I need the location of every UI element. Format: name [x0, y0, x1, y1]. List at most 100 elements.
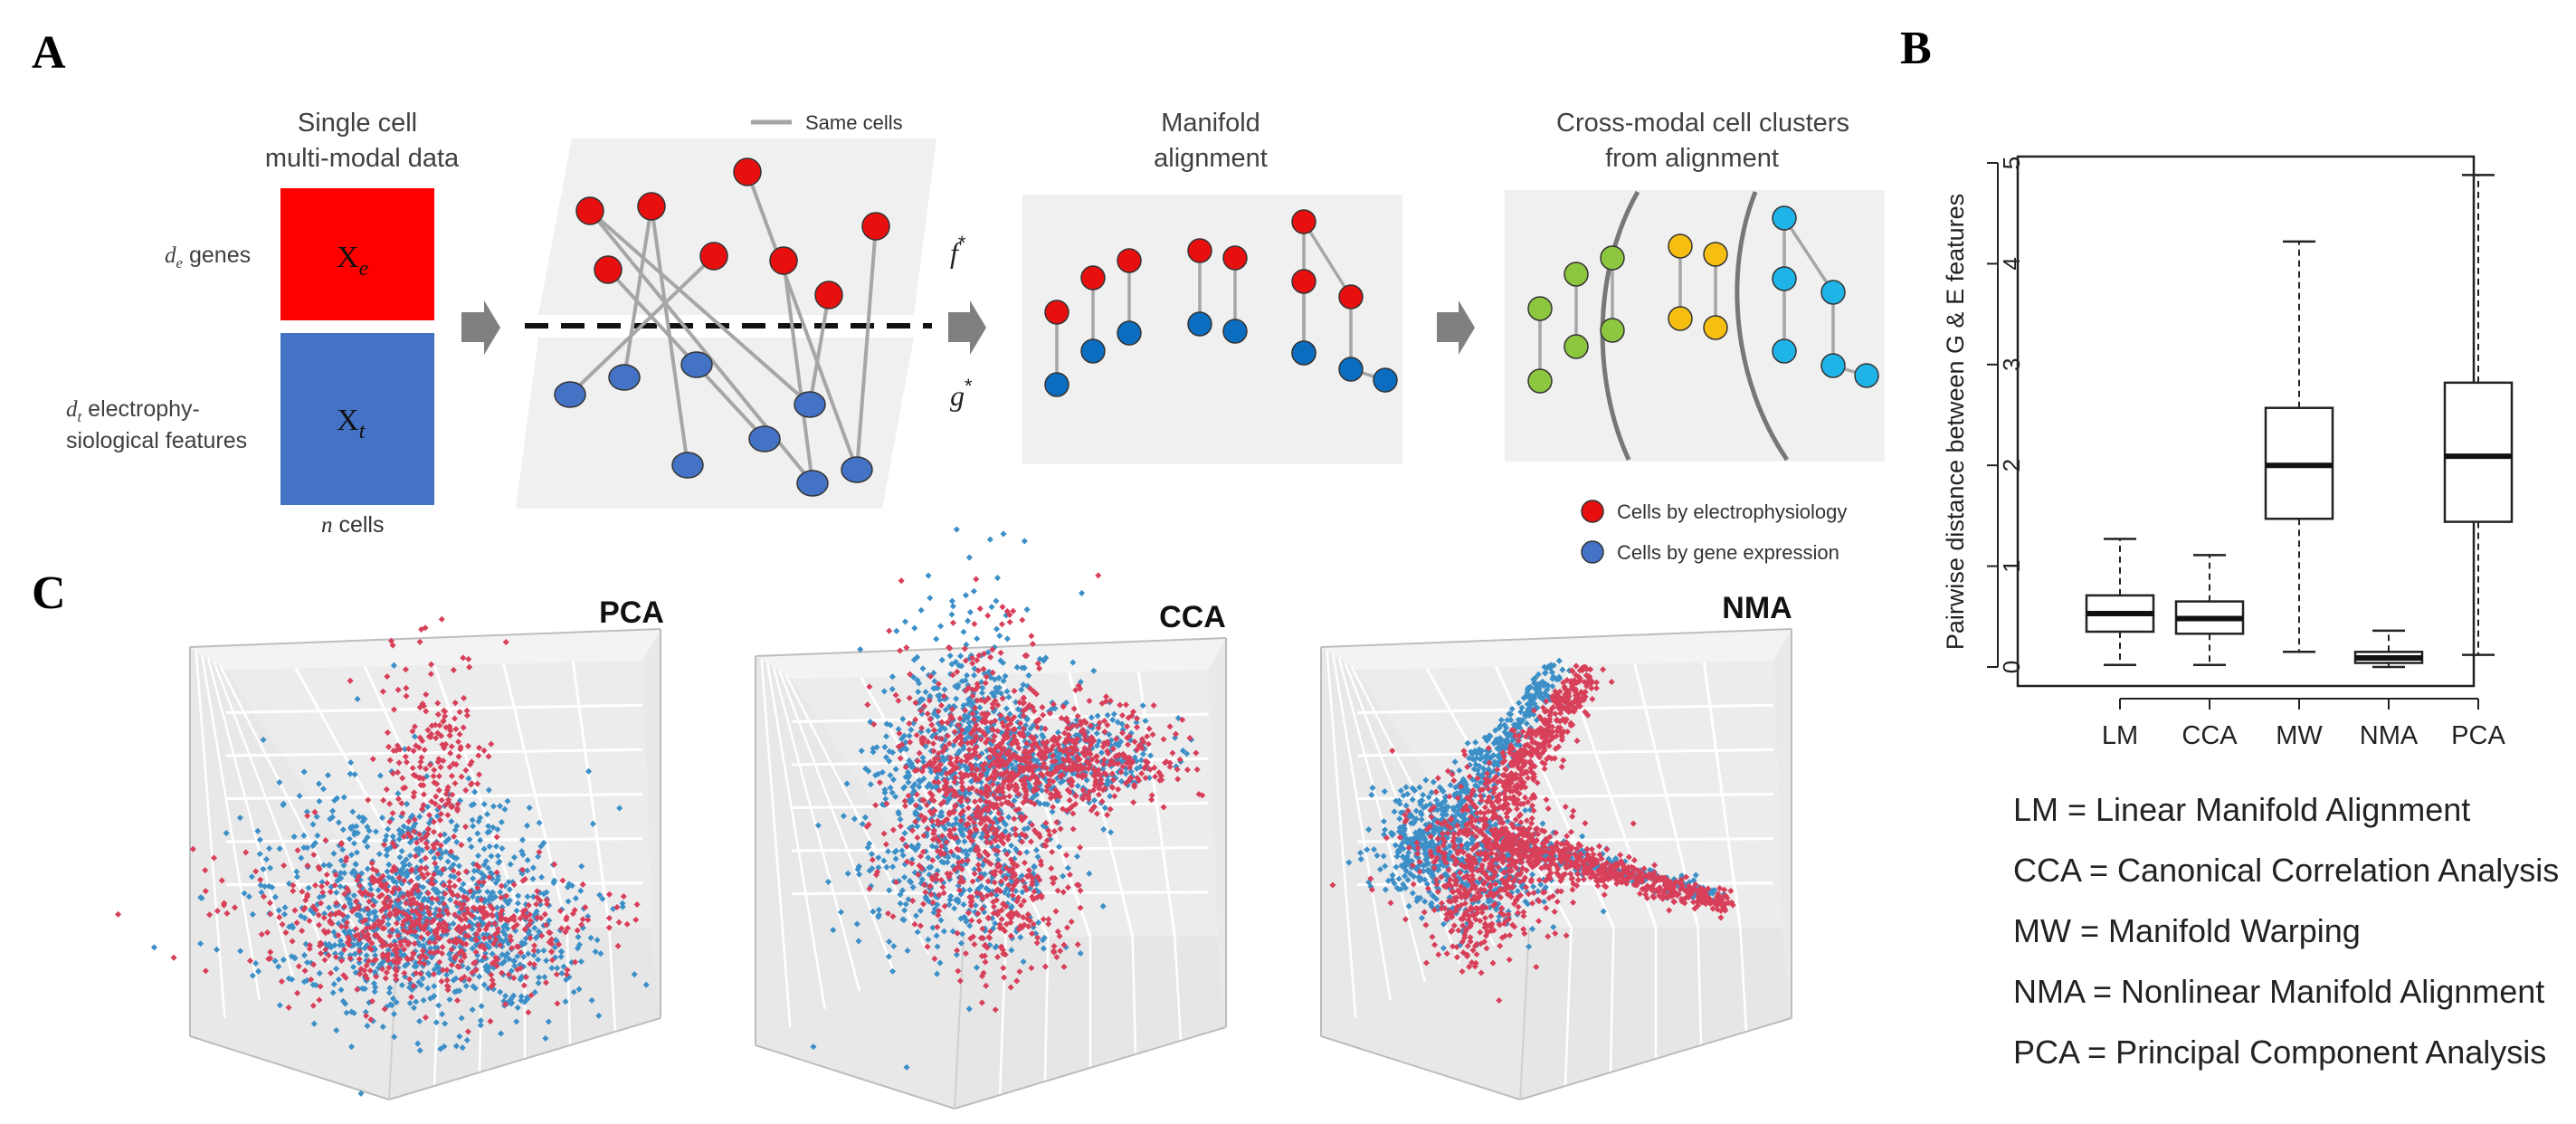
- scatter-point: [406, 852, 413, 860]
- box-pca: [2443, 174, 2514, 656]
- scatter-point: [335, 819, 342, 826]
- scatter-point: [474, 853, 481, 860]
- scatter-point: [383, 832, 390, 840]
- scatter-point: [962, 592, 969, 599]
- scatter-point: [401, 746, 408, 753]
- scatter-point: [417, 857, 425, 864]
- panel-letter-c: C: [32, 567, 66, 619]
- scatter-point: [898, 577, 905, 585]
- scatter-point: [341, 870, 348, 877]
- scatter-point: [468, 843, 475, 851]
- legend-gene-label: Cells by gene expression: [1617, 541, 1839, 564]
- scatter-point: [1006, 618, 1013, 625]
- scatter-point: [616, 805, 623, 812]
- x-axis: LM CCA MW NMA PCA: [2102, 698, 2505, 750]
- scatter-point: [400, 823, 407, 830]
- cluster-cell: [1564, 334, 1589, 359]
- scatter-point: [349, 808, 356, 815]
- scatter-point: [447, 896, 454, 903]
- cluster-cell: [1600, 318, 1625, 343]
- scatter-point: [385, 825, 392, 833]
- gene-cell: [1044, 372, 1069, 397]
- scatter-point: [998, 621, 1005, 628]
- scatter-point: [960, 628, 967, 635]
- legend-ephys-label: Cells by electrophysiology: [1617, 500, 1847, 523]
- scatter-point: [324, 772, 332, 779]
- scatter-point: [497, 889, 504, 896]
- gene-cell: [1222, 319, 1248, 344]
- gene-cell: [1373, 367, 1398, 393]
- scatter-point: [389, 833, 396, 840]
- gene-cell: [554, 381, 586, 408]
- scatter-point: [448, 818, 455, 825]
- aligned-cells: [1044, 209, 1398, 397]
- abbrev-lm: LM = Linear Manifold Alignment: [2013, 791, 2470, 828]
- scatter-point: [364, 865, 371, 872]
- scatter-point: [395, 835, 403, 843]
- same-cell-link: [782, 260, 814, 484]
- scatter-point: [347, 770, 354, 777]
- scatter-point: [996, 633, 1003, 640]
- panel-a: Single cell multi-modal data Xe Xt de ge…: [66, 109, 1885, 564]
- scatter-point: [390, 662, 397, 669]
- cluster-cell: [1703, 315, 1728, 340]
- scatter-point: [372, 828, 379, 835]
- abbrev-nma: NMA = Nonlinear Manifold Alignment: [2013, 973, 2544, 1010]
- scatter-point: [384, 868, 391, 875]
- cube-back-face: [226, 661, 651, 928]
- x-tick-label: MW: [2276, 721, 2323, 750]
- scatter-point: [303, 844, 311, 852]
- scatter-point: [505, 879, 512, 886]
- ephys-cell: [1291, 209, 1317, 234]
- scatter-point: [115, 910, 122, 918]
- cube-right-face: [642, 629, 661, 1018]
- data-title-line-2: multi-modal data: [265, 144, 460, 173]
- y-tick-label: 1: [1998, 559, 2025, 572]
- y-axis-label: Pairwise distance between G & E features: [1942, 194, 1969, 650]
- scatter-point: [974, 635, 981, 643]
- scatter-point: [513, 907, 520, 914]
- cluster-link: [1782, 217, 1835, 293]
- scatter-point: [403, 856, 410, 863]
- same-cell-link: [808, 294, 831, 405]
- scatter-point: [480, 801, 488, 808]
- scatter-point: [999, 604, 1006, 611]
- scatter-point: [524, 822, 531, 829]
- scatter-point: [988, 604, 995, 611]
- scatter-point: [293, 873, 300, 881]
- same-cell-link: [746, 171, 859, 471]
- alignment-link: [1302, 221, 1353, 298]
- scatter-point: [254, 827, 261, 834]
- grid-line: [608, 927, 617, 1033]
- scatter-point: [480, 845, 488, 853]
- scatter-point: [1079, 589, 1086, 596]
- scatter-point: [276, 845, 283, 853]
- ephys-cell: [699, 242, 728, 271]
- scatter-point: [300, 768, 308, 776]
- cube-nma: NMA: [1320, 591, 1792, 1100]
- scatter-point: [223, 830, 230, 837]
- clusters-title-line-2: from alignment: [1605, 144, 1779, 173]
- scatter-point: [257, 881, 264, 889]
- scatter-point: [524, 867, 531, 874]
- cluster-cells: [1527, 205, 1879, 394]
- scatter-point: [469, 816, 476, 824]
- gene-cell: [1117, 320, 1142, 346]
- scatter-point: [471, 788, 479, 795]
- box-mw: [2264, 240, 2334, 653]
- gene-cell: [671, 452, 704, 479]
- scatter-point: [309, 843, 317, 850]
- cube-edge: [189, 628, 661, 648]
- scatter-point: [414, 874, 422, 881]
- cluster-cell: [1527, 296, 1553, 321]
- matrix-xe-label: Xe: [337, 241, 369, 281]
- scatter-point: [425, 819, 433, 826]
- scatter-point: [1095, 572, 1102, 579]
- manifold-box: [1022, 195, 1402, 464]
- ephys-cell: [637, 192, 666, 221]
- scatter-point: [948, 611, 955, 618]
- scatter-point: [1000, 530, 1007, 538]
- scatter-point: [333, 889, 340, 896]
- cube-title-cca: CCA: [1159, 600, 1226, 634]
- scatter-point: [1021, 538, 1028, 545]
